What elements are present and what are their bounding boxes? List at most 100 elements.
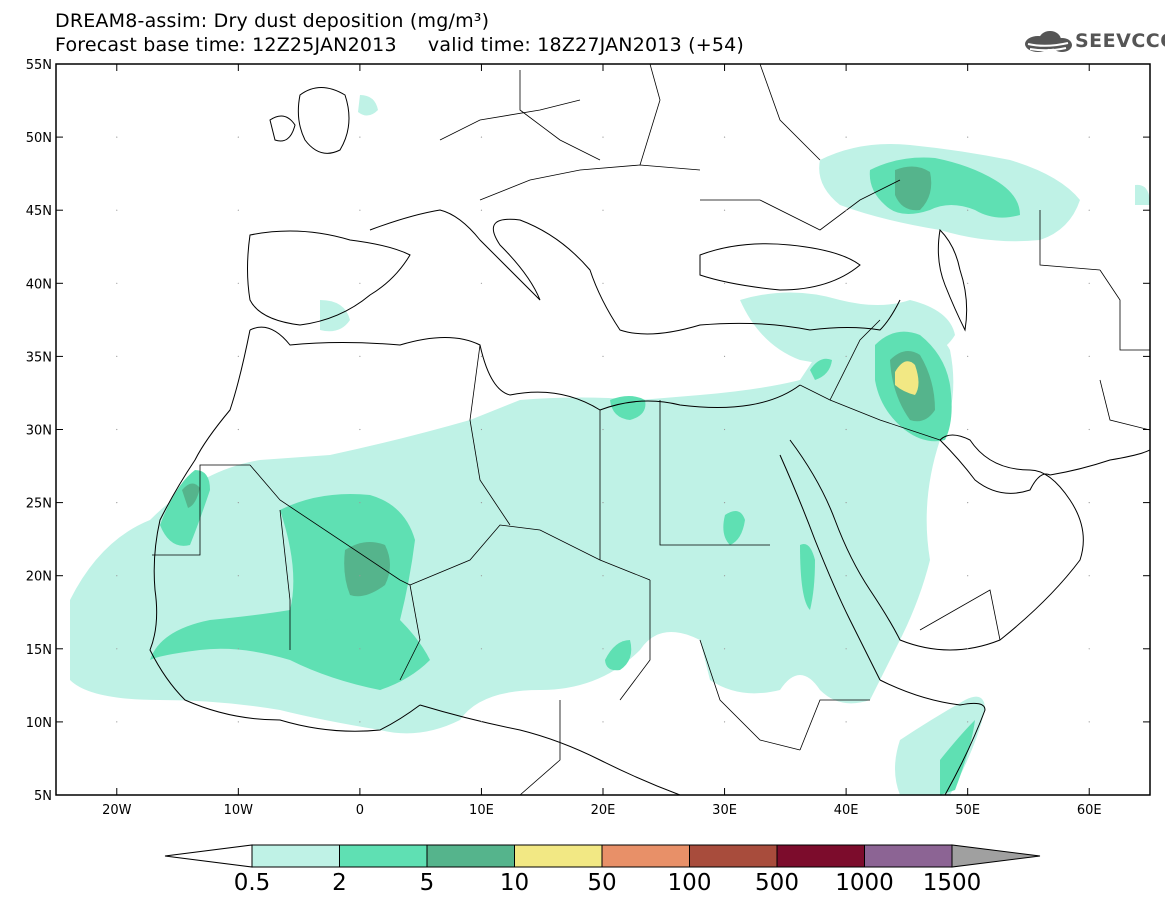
grid-dot: [723, 428, 726, 431]
grid-dot: [1088, 428, 1090, 431]
grid-dot: [237, 209, 239, 211]
colorbar-swatch: [601, 844, 690, 868]
colorbar-labels: 0.5 2 5 10 50 100 500 1000 1500: [234, 870, 982, 896]
grid-dot: [723, 648, 726, 650]
grid-dot: [480, 648, 483, 650]
grid-dot: [602, 721, 604, 723]
colorbar-swatch: [426, 844, 515, 868]
grid-dot: [602, 575, 604, 577]
grid-dot: [359, 209, 361, 211]
grid-dot: [1088, 502, 1090, 504]
lat-label: 15N: [26, 643, 52, 658]
axis-ticks: [56, 63, 1150, 796]
longitude-labels: 20W 10W 0 10E 20E 30E 40E 50E 60E: [102, 803, 1102, 818]
lat-label: 35N: [26, 350, 52, 365]
grid-dot: [480, 721, 483, 723]
grid-dot: [237, 355, 239, 357]
grid-dot: [602, 428, 604, 431]
colorbar-label: 100: [668, 870, 712, 896]
grid-dot: [237, 136, 239, 138]
lon-label: 0: [356, 803, 364, 818]
grid-dot: [723, 355, 726, 357]
lon-label: 50E: [955, 803, 980, 818]
grid-dot: [237, 282, 239, 284]
lat-label: 10N: [26, 716, 52, 731]
grid-dot: [967, 721, 969, 723]
grid-dot: [359, 502, 361, 504]
grid-dot: [359, 136, 361, 138]
grid-dot: [480, 282, 483, 284]
grid-dot: [723, 209, 726, 211]
grid-dot: [480, 355, 483, 357]
grid-dot: [237, 721, 239, 723]
coastlines: [149, 87, 1150, 795]
grid-dot: [237, 648, 239, 650]
grid-dot: [723, 282, 726, 284]
grid-dot: [1088, 721, 1090, 723]
latitude-labels: 55N 50N 45N 40N 35N 30N 25N 20N 15N 10N 5N: [26, 58, 52, 804]
grid-dot: [967, 502, 969, 504]
grid-dot: [359, 428, 361, 431]
grid-dot: [116, 355, 118, 357]
grid-dot: [967, 136, 969, 138]
lat-label: 5N: [34, 789, 52, 804]
colorbar-label: 5: [420, 870, 435, 896]
lon-label: 20E: [591, 803, 616, 818]
grid-dot: [1088, 136, 1090, 138]
colorbar-swatch: [514, 844, 603, 868]
colorbar-swatch: [864, 844, 953, 868]
country-borders: [152, 64, 1150, 795]
colorbar: [164, 844, 1041, 868]
grid-dot: [845, 355, 847, 357]
colorbar-label: 500: [755, 870, 799, 896]
grid-dot: [845, 502, 847, 504]
lon-label: 40E: [834, 803, 859, 818]
grid-dot: [480, 502, 483, 504]
lat-label: 40N: [26, 277, 52, 292]
grid-dot: [967, 355, 969, 357]
colorbar-label: 50: [587, 870, 616, 896]
grid-dot: [602, 648, 604, 650]
grid-dot: [116, 282, 118, 284]
grid-dot: [602, 502, 604, 504]
grid-dot: [1088, 282, 1090, 284]
grid-dot: [845, 209, 847, 211]
grid-dot: [116, 575, 118, 577]
seevccc-logo: SEEVCCC: [1075, 30, 1165, 52]
colorbar-label: 0.5: [234, 870, 271, 896]
colorbar-swatch: [339, 844, 428, 868]
grid-dot: [967, 648, 969, 650]
grid-dot: [967, 575, 969, 577]
grid-dot: [480, 575, 483, 577]
grid-dot: [967, 428, 969, 431]
grid-dot: [602, 209, 604, 211]
grid-dot: [1088, 575, 1090, 577]
grid-dot: [602, 136, 604, 138]
grid-dot: [359, 282, 361, 284]
dust-deposition-shading: [70, 95, 1150, 795]
grid-dot: [237, 502, 239, 504]
lon-label: 20W: [102, 803, 132, 818]
colorbar-swatch: [251, 844, 340, 868]
grid-dot: [116, 136, 118, 138]
grid-dot: [723, 721, 726, 723]
grid-dot: [359, 648, 361, 650]
grid-dot: [723, 575, 726, 577]
grid-dot: [116, 648, 118, 650]
grid-dot: [116, 209, 118, 211]
map-title: DREAM8-assim: Dry dust deposition (mg/m³…: [55, 10, 490, 32]
grid-dot: [967, 282, 969, 284]
forecast-time-subtitle: Forecast base time: 12Z25JAN2013 valid t…: [55, 34, 745, 56]
lat-label: 25N: [26, 497, 52, 512]
colorbar-label: 1000: [835, 870, 894, 896]
grid-dot: [480, 136, 483, 138]
colorbar-label: 10: [500, 870, 529, 896]
grid-dot: [845, 575, 847, 577]
cloud-icon: [1025, 31, 1072, 52]
lat-label: 45N: [26, 204, 52, 219]
grid-dot: [845, 428, 847, 431]
lon-label: 60E: [1077, 803, 1102, 818]
grid-dot: [1088, 209, 1090, 211]
grid-dot: [1088, 355, 1090, 357]
